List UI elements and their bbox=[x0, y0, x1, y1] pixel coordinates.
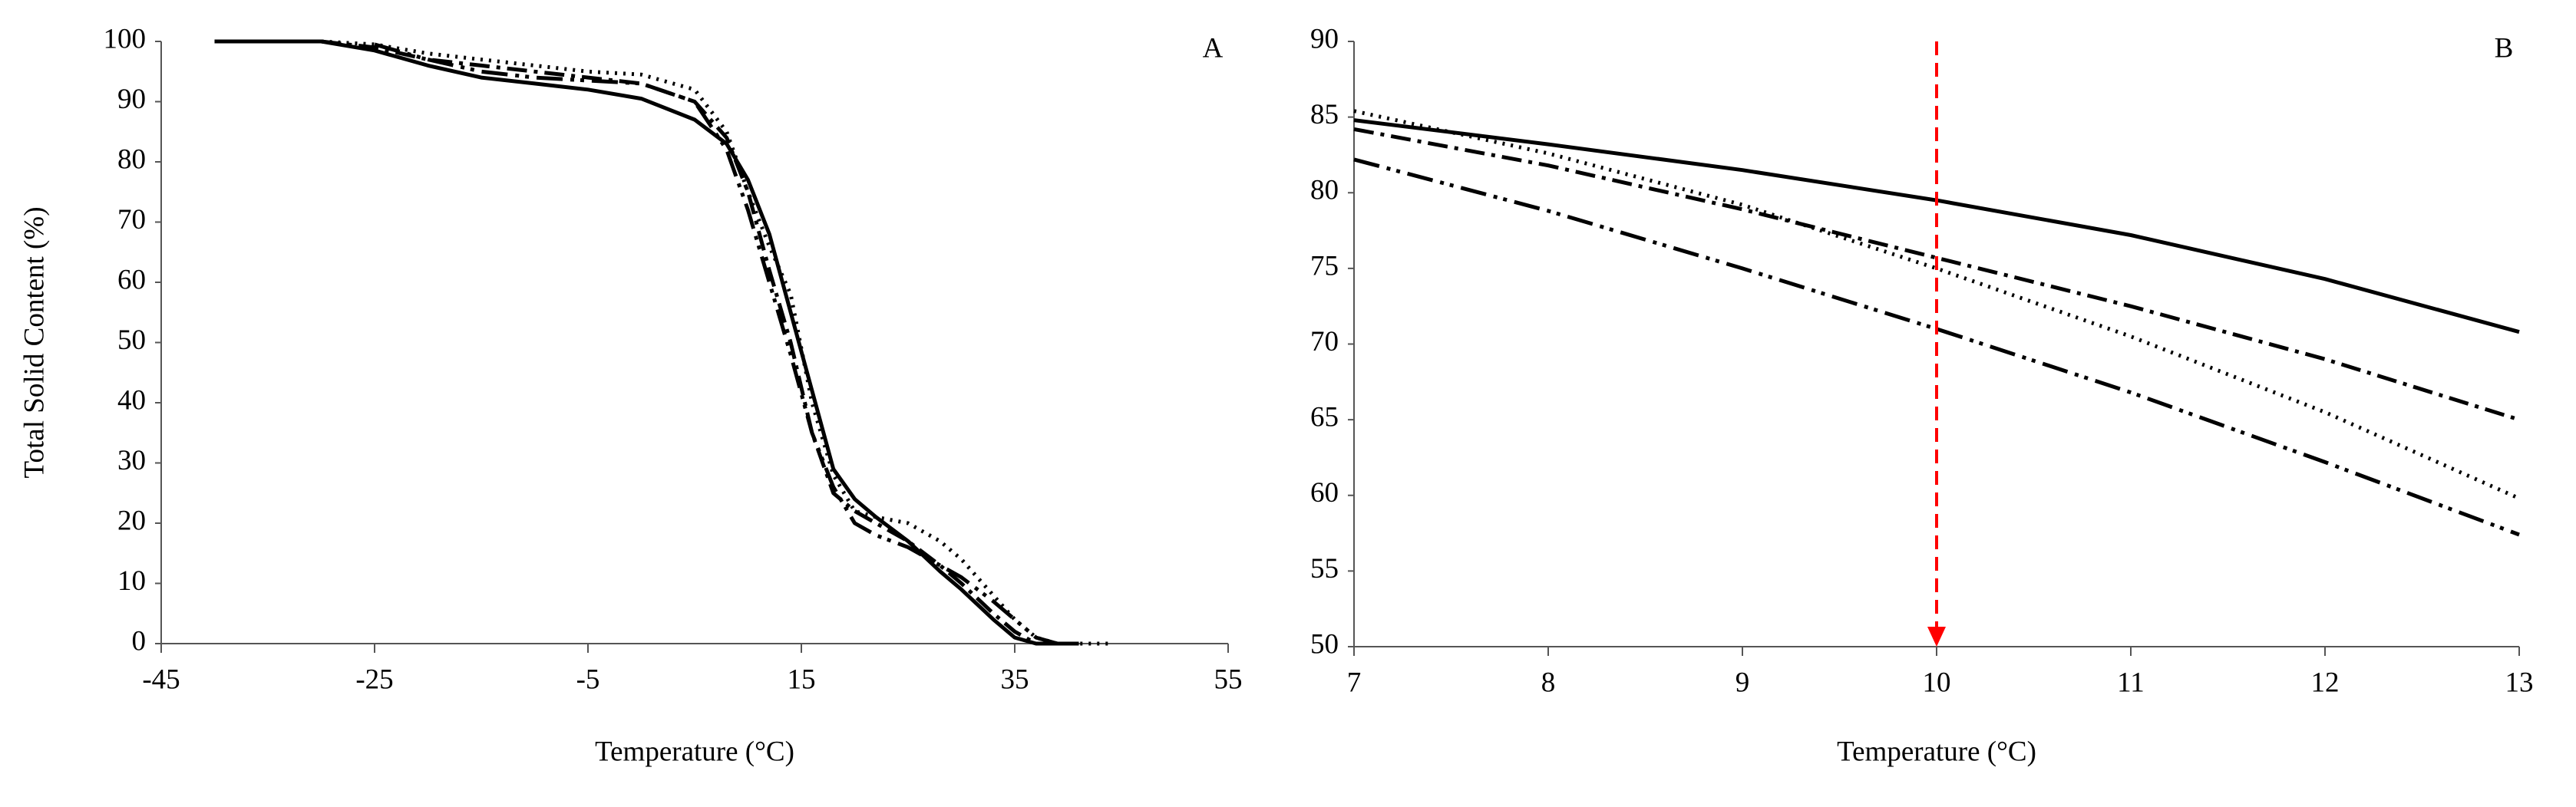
series-line bbox=[214, 39, 1079, 646]
x-axis-label: Temperature (°C) bbox=[1837, 736, 2036, 767]
x-tick-label: 8 bbox=[1541, 667, 1556, 698]
y-tick-label: 70 bbox=[1310, 326, 1339, 357]
x-tick-label: 13 bbox=[2505, 667, 2534, 698]
chart-panel: 0 10 20 30 40 50 60 70 80 90 100 -45 -25 -5 15 35 55 Temp… bbox=[18, 23, 1242, 767]
series-line bbox=[1353, 157, 2520, 537]
x-tick-label: 12 bbox=[2311, 667, 2340, 698]
y-tick-label: 80 bbox=[117, 143, 146, 175]
y-tick-label: 85 bbox=[1310, 99, 1339, 130]
x-tick-label: 11 bbox=[2117, 667, 2145, 698]
x-tick-label: 9 bbox=[1735, 667, 1750, 698]
x-tick-label: 35 bbox=[1001, 664, 1029, 695]
y-tick-label: 40 bbox=[117, 384, 146, 416]
y-axis-label: Total Solid Content (%) bbox=[18, 206, 50, 478]
panel-label: B bbox=[2495, 32, 2514, 64]
y-tick-label: 0 bbox=[132, 625, 147, 657]
x-tick-label: 55 bbox=[1214, 664, 1243, 695]
y-tick-label: 60 bbox=[117, 264, 146, 295]
series-line bbox=[321, 39, 1079, 646]
x-tick-label: 15 bbox=[788, 664, 816, 695]
y-tick-label: 30 bbox=[117, 445, 146, 476]
y-tick-label: 60 bbox=[1310, 477, 1339, 509]
series-line bbox=[374, 42, 1079, 646]
y-tick-label: 90 bbox=[117, 84, 146, 115]
y-tick-label: 20 bbox=[117, 505, 146, 536]
y-tick-label: 90 bbox=[1310, 23, 1339, 54]
y-tick-label: 80 bbox=[1310, 175, 1339, 206]
x-tick-label: -25 bbox=[355, 664, 393, 695]
chart-panel: 50 55 60 65 70 75 80 85 90 7 8 9 10 11 12 13 Temperature… bbox=[1310, 23, 2534, 767]
x-tick-label: -45 bbox=[142, 664, 180, 695]
y-tick-label: 50 bbox=[117, 324, 146, 356]
x-tick-label: 10 bbox=[1923, 667, 1951, 698]
series-line bbox=[321, 39, 1111, 646]
y-tick-label: 10 bbox=[117, 565, 146, 597]
y-tick-label: 70 bbox=[117, 204, 146, 236]
reference-arrow-head bbox=[1927, 627, 1946, 647]
y-tick-label: 100 bbox=[104, 23, 147, 54]
y-tick-label: 55 bbox=[1310, 553, 1339, 585]
x-tick-label: 7 bbox=[1347, 667, 1362, 698]
y-tick-label: 50 bbox=[1310, 628, 1339, 660]
panel-label: A bbox=[1203, 32, 1224, 64]
x-axis-label: Temperature (°C) bbox=[595, 736, 794, 767]
series-line bbox=[1353, 127, 2520, 422]
y-tick-label: 75 bbox=[1310, 250, 1339, 282]
y-tick-label: 65 bbox=[1310, 402, 1339, 433]
x-tick-label: -5 bbox=[576, 664, 600, 695]
